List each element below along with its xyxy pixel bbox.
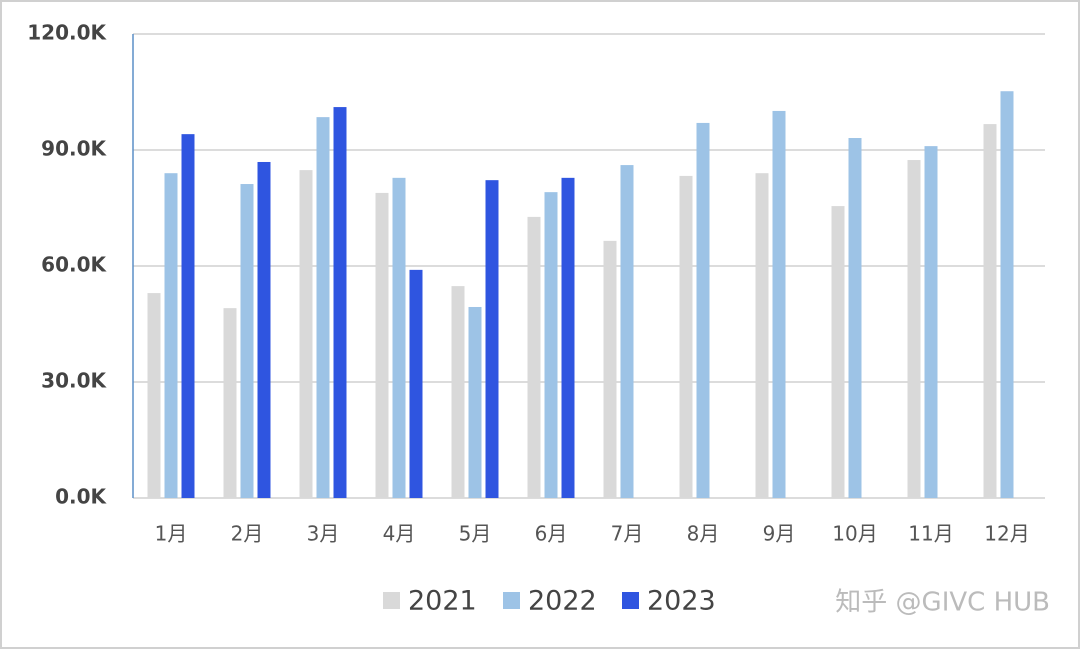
x-tick-label: 3月 <box>307 522 340 546</box>
bar <box>181 134 195 498</box>
x-tick-label: 11月 <box>908 522 953 546</box>
bar <box>164 173 178 498</box>
x-tick-label: 9月 <box>763 522 796 546</box>
bar <box>620 165 634 498</box>
bar <box>561 177 575 498</box>
bar <box>755 173 769 498</box>
watermark: 知乎 @GIVC HUB <box>835 588 1050 618</box>
bar <box>392 177 406 498</box>
bar <box>544 192 558 498</box>
x-tick-label: 2月 <box>231 522 264 546</box>
legend-label: 2021 <box>408 586 477 617</box>
y-tick-label: 30.0K <box>41 369 107 393</box>
bar <box>924 146 938 498</box>
bar <box>409 269 423 498</box>
bar <box>451 286 465 498</box>
x-tick-label: 12月 <box>984 522 1029 546</box>
bar <box>299 170 313 498</box>
bar <box>679 175 693 498</box>
legend-label: 2023 <box>647 586 716 617</box>
legend-swatch <box>383 592 400 609</box>
x-tick-label: 7月 <box>611 522 644 546</box>
bar <box>333 107 347 498</box>
bar <box>147 293 161 498</box>
bar <box>527 216 541 499</box>
y-tick-label: 60.0K <box>41 253 107 277</box>
bar <box>316 117 330 498</box>
x-tick-label: 5月 <box>459 522 492 546</box>
legend-swatch <box>622 592 639 609</box>
bar <box>696 122 710 498</box>
bar <box>468 306 482 498</box>
y-tick-label: 120.0K <box>27 21 107 45</box>
x-tick-label: 6月 <box>535 522 568 546</box>
bar <box>257 161 271 498</box>
bar <box>831 206 845 499</box>
legend-label: 2022 <box>528 586 597 617</box>
bar <box>603 240 617 498</box>
bar <box>485 180 499 498</box>
bar <box>375 192 389 499</box>
bar <box>983 124 997 499</box>
x-tick-label: 1月 <box>155 522 188 546</box>
y-tick-label: 90.0K <box>41 137 107 161</box>
y-tick-label: 0.0K <box>55 485 107 509</box>
bar <box>240 184 254 498</box>
bar <box>772 110 786 499</box>
bar <box>848 138 862 498</box>
x-tick-label: 4月 <box>383 522 416 546</box>
bar <box>907 160 921 498</box>
legend-swatch <box>503 592 520 609</box>
x-tick-label: 8月 <box>687 522 720 546</box>
x-tick-label: 10月 <box>832 522 877 546</box>
bar <box>223 308 237 498</box>
bar <box>1000 91 1014 498</box>
